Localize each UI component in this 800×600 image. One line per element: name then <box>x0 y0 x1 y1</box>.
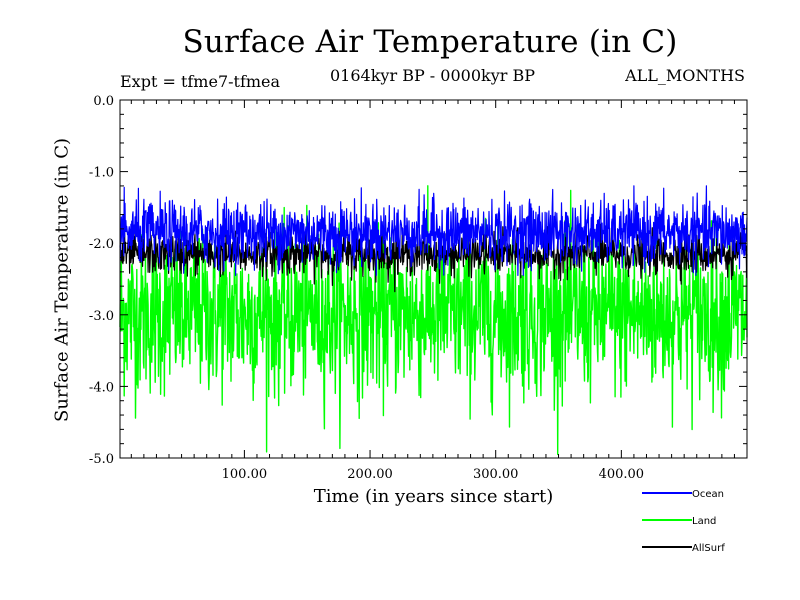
plot-frame <box>119 99 748 459</box>
period-label: 0164kyr BP - 0000kyr BP <box>330 66 535 85</box>
y-tick-label: -4.0 <box>89 380 114 395</box>
legend-label-ocean: Ocean <box>692 489 724 500</box>
series-line-ocean <box>119 185 748 276</box>
x-tick-label: 100.00 <box>222 467 268 482</box>
y-tick-label: -5.0 <box>89 452 114 467</box>
chart-title: Surface Air Temperature (in C) <box>182 24 678 60</box>
x-tick-label: 300.00 <box>473 467 519 482</box>
y-tick-label: -2.0 <box>89 237 114 252</box>
x-tick-label: 200.00 <box>347 467 393 482</box>
y-tick-label: -1.0 <box>89 166 114 181</box>
y-tick-label: -3.0 <box>89 309 114 324</box>
series-line-land <box>119 185 748 456</box>
legend: Ocean Land AllSurf <box>642 489 725 554</box>
x-tick-label: 400.00 <box>599 467 645 482</box>
legend-label-allsurf: AllSurf <box>692 543 725 554</box>
legend-label-land: Land <box>692 516 716 527</box>
experiment-label: Expt = tfme7-tfmea <box>120 72 281 91</box>
x-axis-label: Time (in years since start) <box>313 486 554 507</box>
y-tick-label: 0.0 <box>93 94 114 109</box>
axes-layer: 0.0 -1.0 -2.0 -3.0 -4.0 -5.0 100.00 200.00 300.0… <box>89 94 747 482</box>
months-label: ALL_MONTHS <box>625 66 745 85</box>
series-layer <box>119 185 748 456</box>
